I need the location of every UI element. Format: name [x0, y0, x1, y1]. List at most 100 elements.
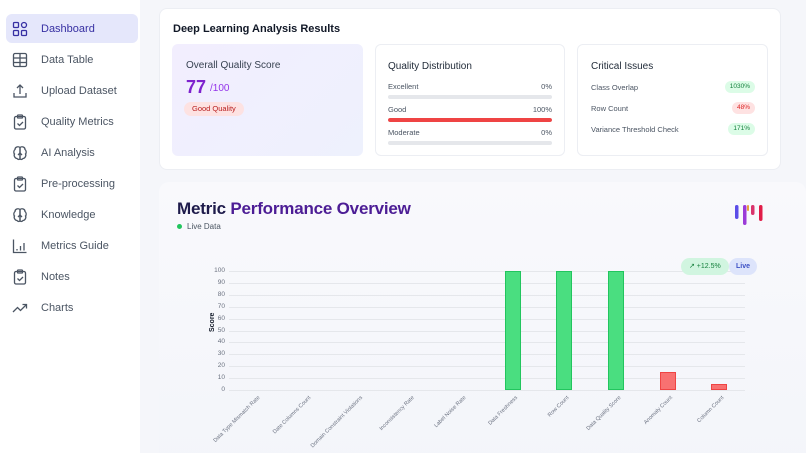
score-value: 77: [186, 77, 207, 97]
gridline: [229, 330, 745, 332]
clipboard-check-icon: [12, 113, 28, 130]
score-max: /100: [210, 83, 230, 94]
gridline: [229, 306, 745, 308]
y-tick-label: 70: [217, 302, 225, 310]
issue-name: Variance Threshold Check: [591, 125, 679, 134]
y-tick-label: 10: [217, 374, 225, 382]
performance-title-part1: Metric: [177, 199, 226, 218]
distribution-row: Excellent 0%: [388, 82, 552, 100]
y-tick-label: 80: [217, 290, 225, 298]
issue-row: Class Overlap 1030%: [591, 81, 755, 93]
clipboard-check-icon: [12, 175, 28, 192]
chart-bar[interactable]: [711, 384, 728, 390]
sidebar-item-label: AI Analysis: [41, 146, 95, 159]
analysis-results-card: Deep Learning Analysis Results Overall Q…: [159, 8, 781, 170]
metric-performance-card: Metric Performance Overview Live Data Sc…: [159, 182, 806, 453]
issue-name: Class Overlap: [591, 83, 639, 92]
sidebar-item-ai-analysis[interactable]: AI Analysis: [6, 138, 138, 167]
quality-distribution-card: Quality Distribution Excellent 0% Good 100%…: [375, 44, 565, 156]
sidebar-item-label: Pre-processing: [41, 177, 115, 190]
issues-title: Critical Issues: [591, 61, 654, 72]
gridline: [229, 271, 745, 272]
bars-logo-icon: [735, 205, 763, 225]
sidebar-item-label: Knowledge: [41, 208, 96, 221]
performance-title: Metric Performance Overview: [177, 199, 411, 219]
sidebar-item-data-table[interactable]: Data Table: [6, 45, 138, 74]
sidebar-item-metrics-guide[interactable]: Metrics Guide: [6, 231, 138, 260]
sidebar-item-label: Dashboard: [41, 22, 95, 35]
sidebar-item-pre-processing[interactable]: Pre-processing: [6, 169, 138, 198]
distribution-progress-bar: [388, 141, 552, 145]
distribution-name: Good: [388, 105, 407, 114]
distribution-pct: 0%: [541, 128, 552, 137]
y-tick-label: 0: [221, 386, 225, 393]
sidebar: Dashboard Data Table Upload Dataset Quality…: [0, 0, 140, 453]
x-tick-label: Date Columns Count: [272, 395, 313, 436]
x-tick-label: Label Noise Rate: [433, 395, 468, 430]
chart-bar[interactable]: [659, 372, 676, 390]
y-tick-label: 30: [217, 350, 225, 358]
gridline: [229, 342, 745, 344]
issue-row: Variance Threshold Check 171%: [591, 123, 755, 135]
distribution-row: Good 100%: [388, 105, 552, 123]
x-tick-label: Data Quality Score: [585, 395, 623, 432]
sidebar-item-label: Data Table: [41, 53, 94, 66]
sidebar-item-charts[interactable]: Charts: [6, 293, 138, 322]
trending-up-icon: [12, 300, 28, 316]
sidebar-item-quality-metrics[interactable]: Quality Metrics: [6, 107, 138, 136]
clipboard-check-icon: [12, 268, 28, 285]
sidebar-item-upload-dataset[interactable]: Upload Dataset: [6, 76, 138, 105]
gridline: [229, 378, 745, 380]
table-icon: [12, 52, 28, 68]
x-tick-label: Row Count: [547, 395, 571, 419]
main-content: Deep Learning Analysis Results Overall Q…: [140, 0, 806, 453]
gridline: [229, 366, 745, 368]
distribution-progress-bar: [388, 95, 552, 99]
y-tick-label: 60: [217, 314, 225, 322]
grid-icon: [12, 21, 28, 37]
distribution-pct: 100%: [532, 105, 552, 114]
critical-issues-card: Critical Issues Class Overlap 1030% Row Co…: [577, 44, 768, 156]
quality-badge: Good Quality: [184, 102, 244, 116]
distribution-name: Excellent: [388, 82, 419, 91]
bar-chart-icon: [12, 238, 28, 254]
sidebar-item-notes[interactable]: Notes: [6, 262, 138, 291]
distribution-pct: 0%: [541, 82, 552, 91]
score-label: Overall Quality Score: [186, 60, 281, 71]
distribution-progress-bar: [388, 118, 552, 122]
chart-bar[interactable]: [504, 271, 521, 390]
sidebar-item-label: Upload Dataset: [41, 84, 117, 97]
sidebar-item-knowledge[interactable]: Knowledge: [6, 200, 138, 229]
chart-bar[interactable]: [556, 271, 573, 390]
gridline: [229, 354, 745, 356]
gridline: [229, 318, 745, 320]
distribution-row: Moderate 0%: [388, 128, 552, 146]
live-badge: Live: [729, 258, 758, 275]
x-tick-label: Data Freshness: [487, 395, 520, 427]
x-tick-label: Column Count: [696, 395, 726, 425]
live-data-indicator: Live Data: [177, 222, 221, 231]
sidebar-item-dashboard[interactable]: Dashboard: [6, 14, 138, 43]
issue-value-badge: 1030%: [724, 81, 755, 93]
quality-score-card: Overall Quality Score 77 /100 Good Quali…: [172, 44, 363, 156]
results-title: Deep Learning Analysis Results: [173, 23, 341, 35]
x-tick-label: Data Type Mismatch Rate: [212, 395, 262, 444]
metric-bar-chart: Score 0 10 20 30 40 50 60 70 80 90 100 Data Type Mi…: [159, 182, 806, 453]
x-tick-label: Domain Constraint Violations: [309, 395, 365, 450]
x-tick-label: Anomaly Count: [643, 395, 674, 426]
issue-name: Row Count: [591, 104, 629, 113]
live-dot-icon: [177, 224, 182, 229]
issue-value-badge: 48%: [731, 102, 755, 114]
sidebar-item-label: Charts: [41, 301, 74, 314]
issue-value-badge: 171%: [728, 123, 755, 135]
sidebar-item-label: Quality Metrics: [41, 115, 114, 128]
y-tick-label: 90: [217, 278, 225, 286]
live-data-label: Live Data: [187, 222, 221, 231]
brain-icon: [12, 207, 28, 223]
chart-bar[interactable]: [608, 271, 624, 390]
brain-icon: [12, 145, 28, 161]
gridline: [229, 294, 745, 296]
sidebar-item-label: Metrics Guide: [41, 239, 109, 252]
performance-title-part2: Performance Overview: [230, 199, 411, 218]
sidebar-item-label: Notes: [41, 270, 70, 283]
